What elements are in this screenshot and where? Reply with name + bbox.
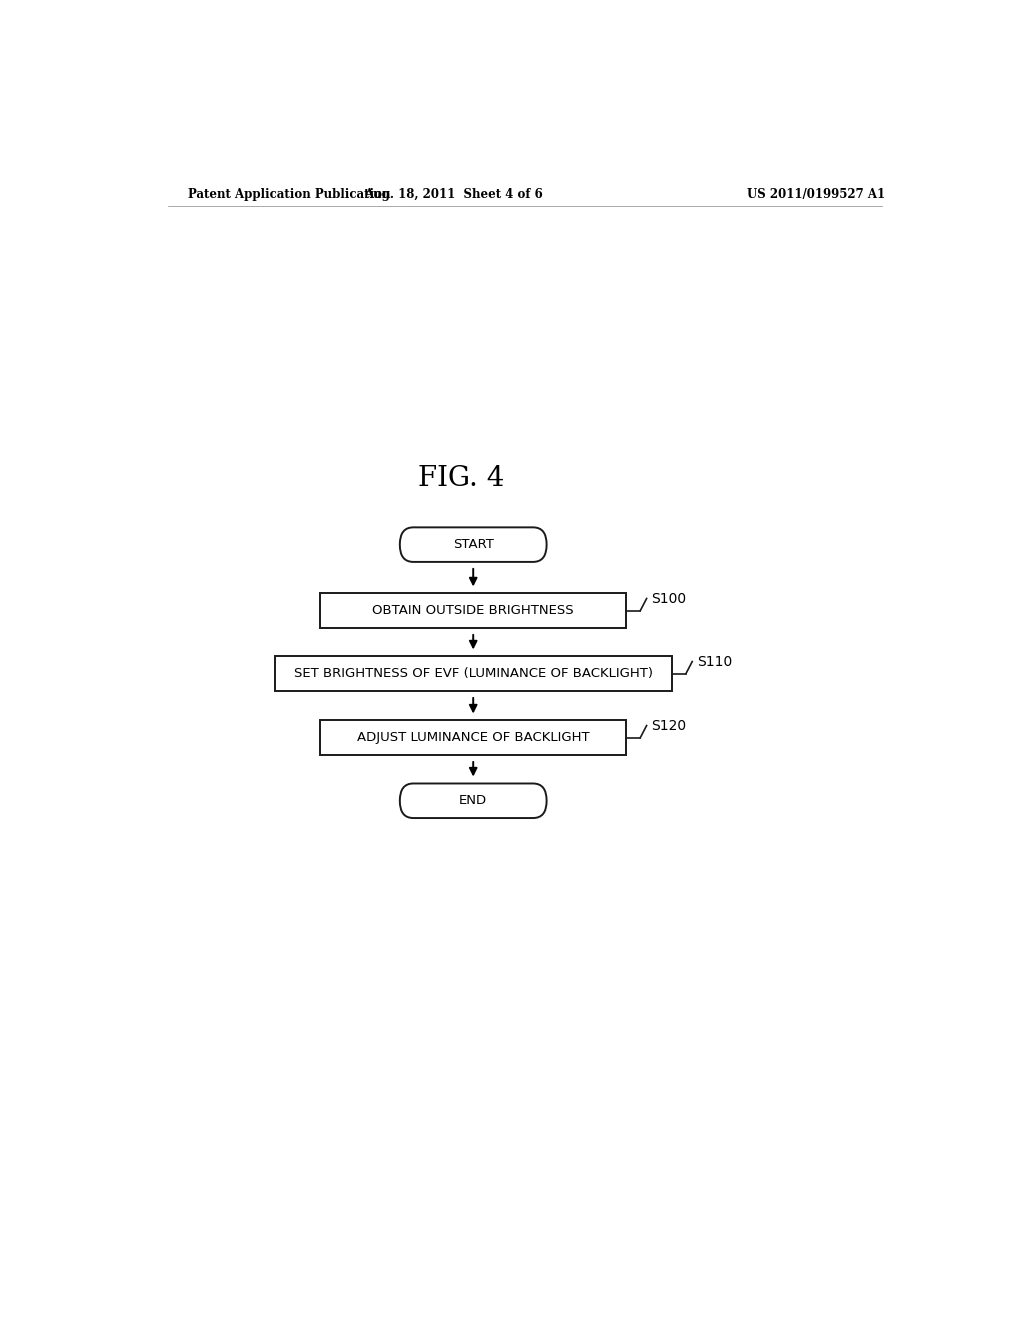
- Text: FIG. 4: FIG. 4: [418, 465, 505, 492]
- FancyBboxPatch shape: [399, 528, 547, 562]
- Text: END: END: [459, 795, 487, 808]
- FancyBboxPatch shape: [399, 784, 547, 818]
- Text: OBTAIN OUTSIDE BRIGHTNESS: OBTAIN OUTSIDE BRIGHTNESS: [373, 605, 574, 618]
- Text: S110: S110: [697, 655, 732, 668]
- Text: ADJUST LUMINANCE OF BACKLIGHT: ADJUST LUMINANCE OF BACKLIGHT: [357, 731, 590, 744]
- Bar: [321, 594, 626, 628]
- Text: US 2011/0199527 A1: US 2011/0199527 A1: [748, 189, 885, 202]
- Text: S100: S100: [651, 591, 686, 606]
- Bar: [274, 656, 672, 690]
- Text: Patent Application Publication: Patent Application Publication: [187, 189, 390, 202]
- Text: S120: S120: [651, 718, 686, 733]
- Bar: [321, 721, 626, 755]
- Text: START: START: [453, 539, 494, 552]
- Text: SET BRIGHTNESS OF EVF (LUMINANCE OF BACKLIGHT): SET BRIGHTNESS OF EVF (LUMINANCE OF BACK…: [294, 667, 652, 680]
- Text: Aug. 18, 2011  Sheet 4 of 6: Aug. 18, 2011 Sheet 4 of 6: [364, 189, 543, 202]
